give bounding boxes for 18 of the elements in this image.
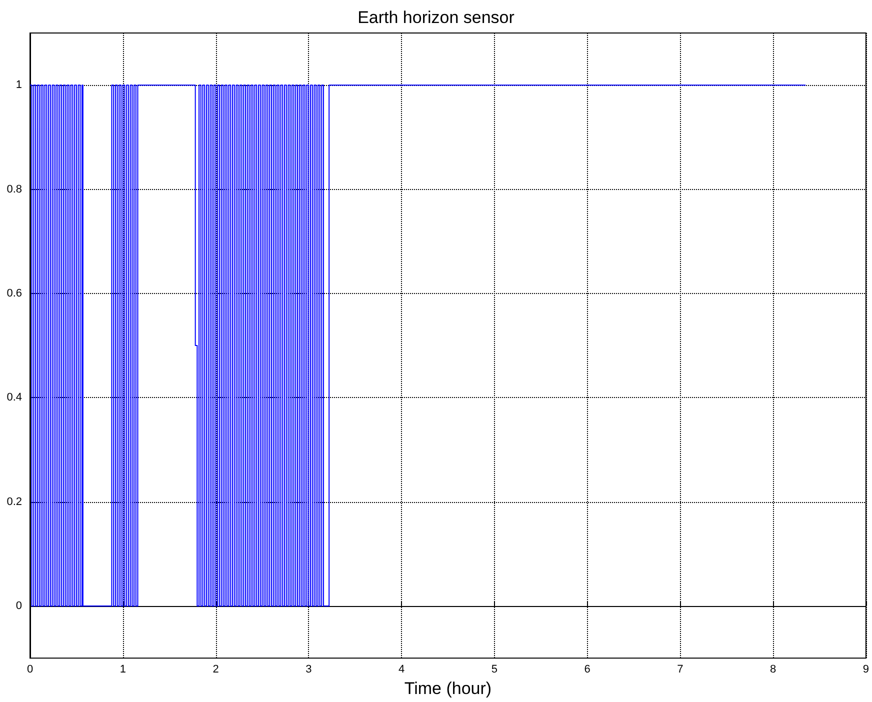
y-tick-label: 0.2 [6, 496, 22, 508]
x-tick-label: 7 [677, 664, 684, 676]
x-tick-label: 2 [212, 664, 219, 676]
x-tick-label: 5 [491, 664, 498, 676]
x-axis-title: Time (hour) [404, 679, 492, 698]
y-tick-label: 0.4 [6, 392, 22, 404]
y-tick-label: 1 [16, 79, 22, 92]
y-tick-label: 0 [16, 600, 22, 612]
x-tick-label: 3 [306, 664, 312, 676]
x-tick-label: 9 [862, 664, 870, 676]
x-tick-label: 8 [770, 664, 776, 676]
x-tick-label: 1 [120, 664, 126, 676]
x-tick-label: 0 [26, 664, 34, 676]
chart-title: Earth horizon sensor [358, 8, 515, 27]
x-tick-label: 6 [584, 664, 590, 676]
y-tick-label: 0.6 [6, 287, 22, 300]
y-tick-label: 0.8 [6, 183, 22, 196]
x-tick-label: 4 [398, 664, 405, 676]
